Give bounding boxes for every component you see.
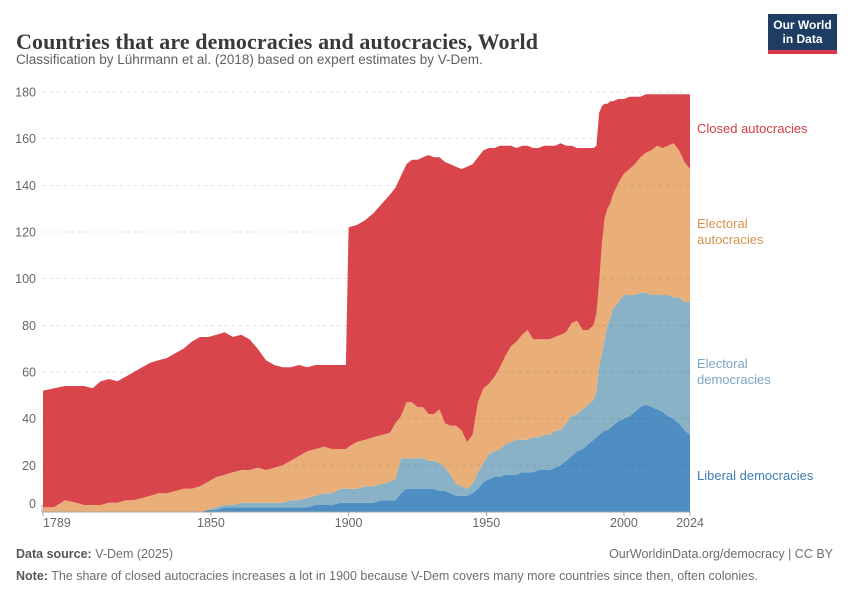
owid-url-link[interactable]: OurWorldinData.org/democracy | CC BY [609,547,833,561]
y-tick-label-120: 120 [15,226,36,240]
note-text: The share of closed autocracies increase… [47,569,758,583]
y-tick-label-80: 80 [22,319,36,333]
note-label: Note: [16,569,48,583]
y-tick-label-180: 180 [15,86,36,100]
footer-source-row: OurWorldinData.org/democracy | CC BY Dat… [16,547,833,561]
area-closed-autocracies[interactable] [43,94,690,508]
area-liberal-democracies[interactable] [43,404,690,512]
owid-logo-line1: Our World [773,18,832,32]
owid-logo[interactable]: Our World in Data [768,14,837,54]
x-tick-label-1900: 1900 [335,516,363,530]
legend-label-electoral-democracies[interactable]: Electoral democracies [697,356,771,387]
y-tick-label-20: 20 [22,459,36,473]
y-tick-label-60: 60 [22,366,36,380]
legend-label-electoral-autocracies[interactable]: Electoral autocracies [697,216,764,247]
x-tick-label-2000: 2000 [610,516,638,530]
owid-logo-line2: in Data [782,32,823,46]
area-electoral-autocracies[interactable] [43,143,690,513]
footer-note-row: Note: The share of closed autocracies in… [16,569,833,583]
data-source-label: Data source: [16,547,92,561]
y-tick-label-40: 40 [22,412,36,426]
y-tick-label-140: 140 [15,179,36,193]
x-tick-label-1850: 1850 [197,516,225,530]
y-tick-label-100: 100 [15,272,36,286]
chart-title[interactable]: Countries that are democracies and autoc… [16,28,539,54]
y-tick-label-160: 160 [15,132,36,146]
x-tick-label-1950: 1950 [472,516,500,530]
x-tick-label-1789: 1789 [43,516,71,530]
y-tick-label-0: 0 [29,497,36,511]
legend-label-closed-autocracies[interactable]: Closed autocracies [697,121,808,136]
chart-subtitle: Classification by Lührmann et al. (2018)… [16,52,483,67]
area-electoral-democracies[interactable] [43,292,690,512]
x-tick-label-2024: 2024 [676,516,704,530]
data-source-value: V-Dem (2025) [91,547,174,561]
legend-label-liberal-democracies[interactable]: Liberal democracies [697,468,814,483]
